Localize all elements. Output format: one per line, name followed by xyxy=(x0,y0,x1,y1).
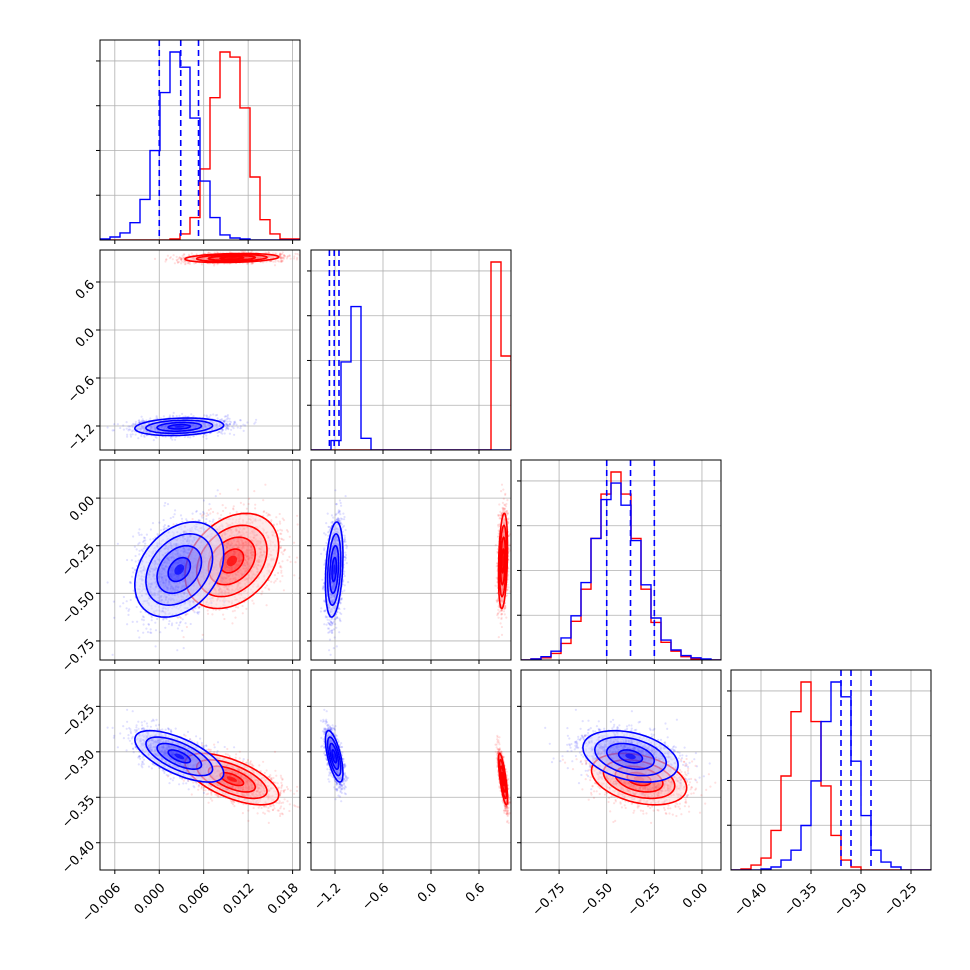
contour-level xyxy=(174,753,185,760)
x-tick-label: −0.25 xyxy=(625,881,664,920)
y-tick-label: −1.2 xyxy=(65,421,98,454)
panel-frame xyxy=(310,249,512,451)
y-tick-label: −0.6 xyxy=(65,373,98,406)
panel-2-2 xyxy=(517,460,721,660)
panel-3-2 xyxy=(521,670,721,870)
y-tick-label: 0.0 xyxy=(73,325,98,350)
scatter-panel-3-0 xyxy=(106,708,300,825)
x-tick-label: 0.6 xyxy=(463,881,488,906)
contour-level xyxy=(226,776,237,782)
x-tick-label: −0.30 xyxy=(831,881,870,920)
y-tick-label: 0.00 xyxy=(67,494,98,525)
contour-level xyxy=(174,425,185,428)
x-tick-label: 0.006 xyxy=(176,881,213,918)
panel-frame xyxy=(99,39,301,241)
red-contours xyxy=(497,752,509,806)
contour-level xyxy=(625,753,636,760)
panel-2-1 xyxy=(311,460,511,660)
histogram-3 xyxy=(731,670,931,870)
scatter-panel-3-2 xyxy=(544,708,717,825)
scatter-panel-2-0 xyxy=(106,483,300,656)
y-tick-label: −0.40 xyxy=(59,838,98,877)
x-tick-label: −0.35 xyxy=(781,881,820,920)
x-tick-label: 0.00 xyxy=(680,881,711,912)
blue-contours xyxy=(324,729,344,783)
y-tick-label: −0.30 xyxy=(59,747,98,786)
blue-contours xyxy=(324,521,344,618)
red-histogram-step xyxy=(311,261,511,450)
contour-level xyxy=(333,564,336,575)
contour-level xyxy=(226,555,237,567)
x-tick-label: 0.000 xyxy=(132,881,169,918)
contour-level xyxy=(174,564,185,575)
x-tick-label: −0.6 xyxy=(359,881,392,914)
red-histogram-step xyxy=(100,51,300,240)
red-contours xyxy=(497,512,509,610)
x-tick-label: −0.40 xyxy=(731,881,770,920)
red-histogram-step xyxy=(731,681,931,870)
panel-frame xyxy=(99,249,301,451)
contour-level xyxy=(333,753,336,760)
scatter-panel-2-1 xyxy=(319,483,511,656)
y-tick-label: 0.6 xyxy=(73,277,98,302)
panel-frame xyxy=(99,459,301,661)
x-tick-label: 0.0 xyxy=(415,881,440,906)
panel-frame xyxy=(99,669,301,871)
blue-contours xyxy=(582,729,679,783)
blue-histogram-step xyxy=(311,305,511,450)
y-tick-label: −0.50 xyxy=(59,589,98,628)
histogram-1 xyxy=(311,250,511,450)
red-contours xyxy=(184,252,280,264)
panel-frame xyxy=(520,669,722,871)
y-tick-label: −0.25 xyxy=(59,702,98,741)
blue-histogram-step xyxy=(731,681,931,870)
panel-1-0 xyxy=(100,250,300,450)
x-tick-label: −0.006 xyxy=(79,881,124,926)
blue-histogram-step xyxy=(100,51,300,240)
contour-level xyxy=(226,257,237,259)
x-tick-label: −0.25 xyxy=(881,881,920,920)
blue-contours xyxy=(133,521,225,618)
scatter-panel-3-1 xyxy=(319,708,511,825)
x-tick-label: −0.50 xyxy=(577,881,616,920)
panel-frame xyxy=(730,669,932,871)
contour-level xyxy=(502,555,504,567)
panel-3-3 xyxy=(727,670,931,870)
blue-contours xyxy=(133,417,225,437)
y-tick-label: −0.25 xyxy=(59,541,98,580)
x-tick-label: −1.2 xyxy=(311,881,344,914)
scatter-panel-1-0 xyxy=(106,250,300,442)
blue-histogram-step xyxy=(521,482,721,660)
y-tick-label: −0.75 xyxy=(59,636,98,675)
contour-level xyxy=(502,776,504,782)
panel-1-1 xyxy=(307,250,511,450)
panel-frame xyxy=(310,669,512,871)
histogram-2 xyxy=(521,460,721,660)
x-tick-label: −0.75 xyxy=(530,881,569,920)
y-tick-label: −0.35 xyxy=(59,793,98,832)
histogram-0 xyxy=(100,40,300,240)
panel-frame xyxy=(520,459,722,661)
blue-contours xyxy=(134,729,225,783)
x-tick-label: 0.018 xyxy=(265,881,302,918)
panel-frame xyxy=(310,459,512,661)
x-tick-label: 0.012 xyxy=(220,881,257,918)
